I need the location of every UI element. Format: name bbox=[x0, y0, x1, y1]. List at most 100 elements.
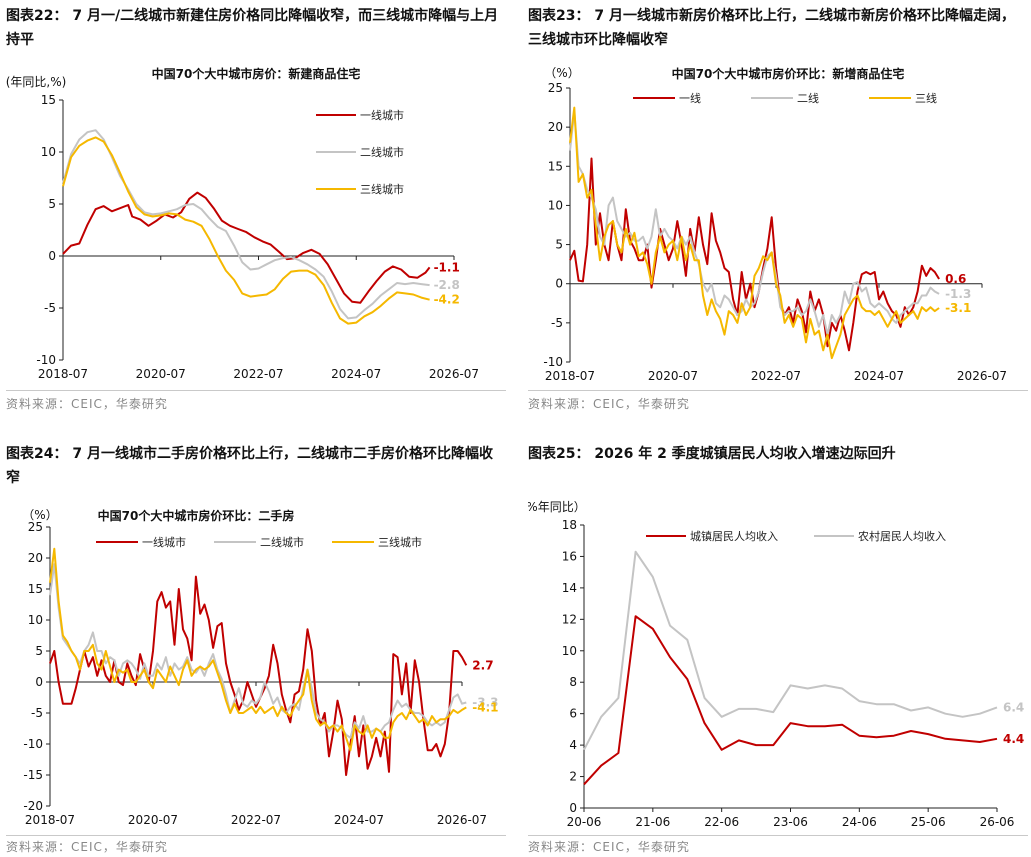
figure-22: 图表22： 7 月一/二线城市新建住房价格同比降幅收窄，而三线城市降幅与上月持平… bbox=[6, 0, 511, 420]
y-tick-label: -5 bbox=[31, 706, 43, 720]
x-tick-label: 2026-07 bbox=[437, 813, 487, 827]
series-line bbox=[583, 550, 998, 751]
y-axis-label: （%） bbox=[22, 508, 57, 522]
figure-23-source: 资料来源：CEIC，华泰研究 bbox=[528, 397, 690, 411]
y-tick-label: 2 bbox=[569, 770, 577, 784]
end-value-label: -3.1 bbox=[945, 301, 971, 315]
x-tick-label: 25-06 bbox=[911, 815, 946, 829]
series-line bbox=[583, 615, 998, 786]
end-value-label: -1.3 bbox=[945, 287, 971, 301]
y-tick-label: 20 bbox=[28, 551, 43, 565]
x-tick-label: 2024-07 bbox=[334, 813, 384, 827]
x-tick-label: 24-06 bbox=[842, 815, 877, 829]
y-axis-label: （%年同比） bbox=[528, 500, 586, 514]
end-value-label: 6.4 bbox=[1003, 700, 1024, 714]
end-value-label: -3.3 bbox=[472, 695, 498, 709]
x-tick-label: 2020-07 bbox=[136, 367, 186, 381]
chart-title: 中国70个大中城市房价：新建商品住宅 bbox=[152, 66, 361, 81]
x-tick-label: 2024-07 bbox=[331, 367, 381, 381]
x-tick-label: 2022-07 bbox=[231, 813, 281, 827]
figure-25-title: 图表25： 2026 年 2 季度城镇居民人均收入增速边际回升 bbox=[528, 446, 896, 462]
series-line bbox=[49, 547, 467, 752]
legend-label: 一线城市 bbox=[142, 535, 186, 549]
legend-label: 三线 bbox=[915, 91, 937, 105]
series-line bbox=[62, 191, 431, 304]
y-tick-label: 5 bbox=[555, 238, 563, 252]
end-value-label: 4.4 bbox=[1003, 732, 1024, 746]
figure-22-title: 图表22： 7 月一/二线城市新建住房价格同比降幅收窄，而三线城市降幅与上月持平 bbox=[6, 8, 499, 48]
legend-label: 农村居民人均收入 bbox=[858, 529, 946, 543]
x-tick-label: 22-06 bbox=[704, 815, 739, 829]
x-tick-label: 2026-07 bbox=[429, 367, 479, 381]
y-tick-label: 10 bbox=[548, 198, 563, 212]
y-tick-label: -10 bbox=[36, 353, 56, 367]
series-line bbox=[62, 136, 430, 325]
y-axis-label: (年同比,%) bbox=[6, 75, 66, 89]
y-axis-label: （%） bbox=[544, 66, 579, 80]
series-line bbox=[569, 106, 940, 360]
figure-23-title: 图表23： 7 月一线城市新房价格环比上行，二线城市新房价格环比降幅走阔，三线城… bbox=[528, 8, 1015, 48]
x-tick-label: 21-06 bbox=[635, 815, 670, 829]
legend-label: 二线城市 bbox=[260, 535, 304, 549]
chart-22: 中国70个大中城市房价：新建商品住宅 (年同比,%) -10 -5 0 5 10 15 2018… bbox=[6, 66, 479, 381]
y-tick-label: -10 bbox=[23, 737, 43, 751]
y-tick-label: -5 bbox=[44, 301, 56, 315]
y-tick-label: 12 bbox=[562, 612, 577, 626]
y-tick-label: 4 bbox=[569, 738, 577, 752]
y-tick-label: 15 bbox=[41, 93, 56, 107]
y-tick-label: 18 bbox=[562, 518, 577, 532]
x-tick-label: 2018-07 bbox=[25, 813, 75, 827]
legend-label: 一线城市 bbox=[360, 108, 404, 122]
y-tick-label: 8 bbox=[569, 675, 577, 689]
legend-label: 三线城市 bbox=[378, 535, 422, 549]
y-tick-label: 10 bbox=[41, 145, 56, 159]
y-tick-label: 25 bbox=[548, 81, 563, 95]
end-value-label: -2.8 bbox=[434, 278, 460, 292]
end-value-label: 2.7 bbox=[472, 658, 493, 672]
chart-23: 中国70个大中城市房价环比：新增商品住宅 （%） -10 -5 0 5 10 15 20 25 20… bbox=[543, 66, 1007, 383]
x-tick-label: 2020-07 bbox=[128, 813, 178, 827]
x-tick-label: 20-06 bbox=[567, 815, 602, 829]
legend-label: 一线 bbox=[679, 91, 701, 105]
chart-title: 中国70个大中城市房价环比：新增商品住宅 bbox=[672, 66, 905, 81]
chart-25: （%年同比） 0 2 4 6 8 10 12 14 16 18 20-06 21-06 22-06 23-0… bbox=[528, 500, 1024, 829]
y-tick-label: -15 bbox=[23, 768, 43, 782]
chart-title: 中国70个大中城市房价环比：二手房 bbox=[98, 508, 295, 523]
figure-24-title: 图表24： 7 月一线城市二手房价格环比上行，二线城市二手房价格环比降幅收窄 bbox=[6, 446, 493, 486]
y-tick-label: 10 bbox=[28, 613, 43, 627]
figure-24-source: 资料来源：CEIC，华泰研究 bbox=[6, 840, 168, 854]
end-value-label: 0.6 bbox=[945, 272, 966, 286]
figure-25-source: 资料来源：CEIC，华泰研究 bbox=[528, 840, 690, 854]
y-tick-label: -5 bbox=[551, 316, 563, 330]
y-tick-label: 25 bbox=[28, 520, 43, 534]
legend-label: 城镇居民人均收入 bbox=[690, 529, 778, 543]
end-value-label: -1.1 bbox=[434, 260, 460, 274]
y-tick-label: 5 bbox=[35, 644, 43, 658]
x-tick-label: 2022-07 bbox=[751, 369, 801, 383]
figure-24: 图表24： 7 月一线城市二手房价格环比上行，二线城市二手房价格环比降幅收窄 中… bbox=[6, 440, 511, 857]
legend-label: 三线城市 bbox=[360, 182, 404, 196]
x-tick-label: 2018-07 bbox=[38, 367, 88, 381]
chart-24: 中国70个大中城市房价环比：二手房（%）-20-15-10-5051015202… bbox=[22, 508, 498, 827]
x-tick-label: 2024-07 bbox=[854, 369, 904, 383]
x-tick-label: 2018-07 bbox=[545, 369, 595, 383]
y-tick-label: 6 bbox=[569, 707, 577, 721]
y-tick-label: 20 bbox=[548, 120, 563, 134]
y-tick-label: -10 bbox=[543, 355, 563, 369]
y-tick-label: 16 bbox=[562, 549, 577, 563]
y-tick-label: 15 bbox=[28, 582, 43, 596]
x-tick-label: 26-06 bbox=[980, 815, 1015, 829]
series-line bbox=[49, 563, 467, 739]
y-tick-label: 0 bbox=[35, 675, 43, 689]
figure-25: 图表25： 2026 年 2 季度城镇居民人均收入增速边际回升 （%年同比）02… bbox=[528, 440, 1031, 857]
y-tick-label: 15 bbox=[548, 159, 563, 173]
x-tick-label: 23-06 bbox=[773, 815, 808, 829]
figure-22-source: 资料来源：CEIC，华泰研究 bbox=[6, 397, 168, 411]
legend-label: 二线城市 bbox=[360, 145, 404, 159]
end-value-label: -4.2 bbox=[434, 293, 460, 307]
y-tick-label: 0 bbox=[555, 277, 563, 291]
end-value-label: -4.1 bbox=[472, 700, 498, 714]
y-tick-label: 0 bbox=[569, 801, 577, 815]
y-tick-label: -20 bbox=[23, 799, 43, 813]
y-tick-label: 10 bbox=[562, 644, 577, 658]
